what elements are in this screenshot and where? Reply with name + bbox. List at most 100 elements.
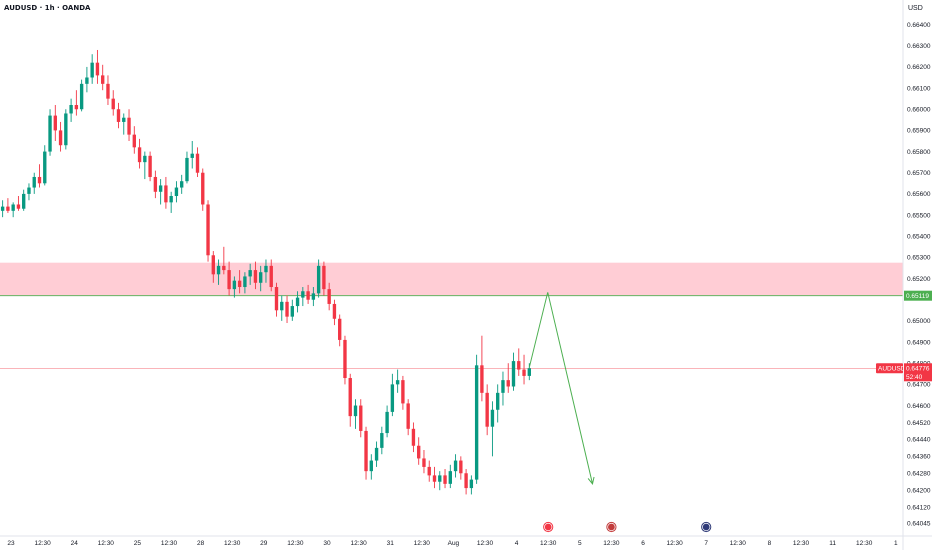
candle-body: [374, 447, 379, 461]
candle-body: [74, 105, 79, 110]
candle-body: [395, 380, 400, 385]
candle-body: [406, 403, 410, 429]
candle-body: [443, 475, 447, 484]
projection-arrowhead: [587, 476, 595, 485]
candle: [485, 384, 489, 436]
candle: [248, 263, 252, 285]
x-tick-label: 4: [515, 540, 519, 547]
candle-body: [343, 339, 347, 379]
y-axis-tick-labels: 0.66400 0.66300 0.66200 0.66100 0.66000 0.659…: [907, 22, 931, 527]
candle: [6, 198, 10, 213]
y-tick-label: 0.65000: [907, 318, 931, 325]
candle: [237, 270, 242, 294]
candle: [190, 140, 194, 169]
y-tick-label: 0.65400: [907, 234, 931, 241]
x-tick-label: 28: [197, 540, 205, 547]
candle-body: [485, 392, 489, 427]
candle: [322, 261, 326, 296]
candle-body: [327, 289, 331, 304]
candle: [206, 200, 210, 262]
candle-body: [127, 117, 131, 135]
x-tick-label: 12:30: [34, 540, 51, 547]
x-tick-label: 29: [260, 540, 268, 547]
candle: [448, 464, 452, 489]
symbol-tag-label: AUDUSD: [878, 366, 906, 373]
candle-body: [174, 187, 179, 197]
candle: [295, 291, 300, 313]
price-lines: [0, 295, 903, 369]
candle-body: [453, 460, 458, 472]
us-flag-icon: [606, 521, 617, 533]
candle: [85, 66, 89, 93]
event-marker-dot: [608, 523, 615, 531]
candle-body: [274, 287, 279, 311]
candle-body: [90, 62, 94, 78]
y-tick-label: 0.64600: [907, 403, 931, 410]
x-tick-label: 12:30: [477, 540, 494, 547]
candle-body: [116, 109, 121, 122]
candle: [316, 259, 321, 298]
candle: [0, 200, 5, 218]
candle: [269, 259, 273, 292]
candle: [137, 138, 142, 169]
x-tick-label: 11: [829, 540, 836, 547]
y-tick-label: 0.66300: [907, 43, 931, 50]
y-tick-label: 0.65700: [907, 170, 931, 177]
x-tick-label: 12:30: [666, 540, 683, 547]
candle-body: [6, 206, 10, 211]
level-tag-value: 0.65119: [906, 293, 929, 300]
candle-body: [480, 365, 484, 393]
candle-body: [290, 306, 294, 317]
candle: [222, 246, 226, 275]
x-tick-label: 6: [641, 540, 645, 547]
candle-body: [432, 475, 437, 482]
candle: [501, 371, 505, 406]
candle: [432, 466, 437, 489]
candle: [480, 335, 484, 402]
candle: [332, 299, 337, 326]
resistance-zone-layer: [0, 262, 903, 296]
x-tick-label: 12:30: [793, 540, 810, 547]
candle: [411, 422, 416, 453]
candle: [380, 426, 384, 455]
candle-body: [369, 460, 373, 472]
candle-body: [522, 369, 526, 376]
y-tick-label: 0.64700: [907, 382, 931, 389]
symbol-title[interactable]: AUDUSD · 1h · OANDA: [4, 4, 91, 12]
resistance-zone: [0, 262, 903, 296]
x-tick-label: 23: [7, 540, 15, 547]
y-tick-label: 0.66200: [907, 64, 931, 71]
candle: [306, 284, 310, 304]
event-marker-dot: [702, 523, 710, 531]
candle: [243, 272, 247, 294]
candle-body: [11, 204, 15, 211]
candlestick-series: [0, 49, 531, 495]
y-tick-label: 0.65600: [907, 191, 931, 198]
candle: [127, 109, 131, 141]
candle: [517, 348, 521, 376]
x-tick-label: 8: [768, 540, 772, 547]
candle: [353, 399, 358, 429]
candle: [227, 261, 231, 296]
candle-body: [153, 176, 158, 192]
candle: [453, 454, 458, 478]
x-tick-label: 12:30: [287, 540, 304, 547]
candle: [474, 354, 479, 484]
candle-body: [64, 113, 68, 146]
candle-body: [95, 62, 100, 76]
candle-body: [132, 134, 136, 148]
candle: [348, 373, 352, 427]
x-tick-label: 12:30: [856, 540, 873, 547]
candle: [417, 437, 421, 465]
candle: [64, 109, 68, 150]
candle-body: [438, 475, 442, 482]
candle-body: [269, 265, 273, 288]
y-tick-label: 0.64900: [907, 339, 931, 346]
x-tick-label: 24: [71, 540, 79, 547]
candle-body: [22, 193, 26, 209]
candle-body: [237, 280, 242, 288]
candle-body: [285, 301, 289, 317]
